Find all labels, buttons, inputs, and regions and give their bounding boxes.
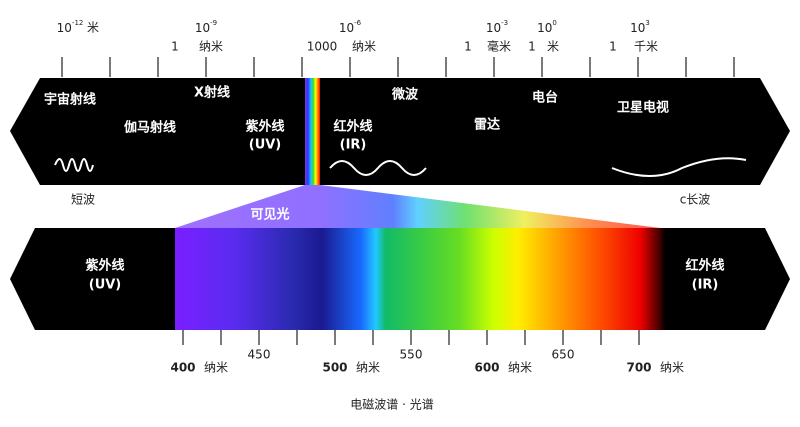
wavelength-unit: 纳米	[660, 361, 684, 375]
band-label: 卫星电视	[617, 100, 669, 116]
long-wave-icon	[611, 157, 747, 177]
light-spectrum	[175, 228, 665, 330]
power-exp: -9	[210, 19, 217, 27]
band-label: (IR)	[340, 138, 367, 153]
wavelength-value: 500	[322, 361, 347, 375]
power-exp: -12	[72, 19, 83, 27]
band-label: 紫外线	[245, 119, 284, 135]
wavelength-unit: 纳米	[356, 361, 380, 375]
ir-wave-icon	[329, 160, 427, 176]
em-band	[10, 78, 790, 185]
unit-label: 纳米	[352, 40, 376, 54]
wavelength-unit: 纳米	[508, 361, 532, 375]
power-label: 10-6	[339, 19, 362, 35]
visible-label: 可见光	[250, 207, 289, 223]
band-label: 红外线	[333, 119, 372, 135]
unit-label: 毫米	[487, 39, 511, 54]
power-exp: 0	[552, 19, 556, 27]
power-label: 100	[537, 19, 557, 35]
bottom-scale: 400 纳米 450 500 纳米 550 600 纳米 650 700 纳米	[170, 330, 684, 375]
band-label: 微波	[391, 87, 419, 103]
short-wave: 短波	[71, 193, 95, 207]
value-label: 1	[171, 40, 179, 54]
power-label: 10-3	[486, 19, 508, 35]
band-label: 电台	[532, 90, 558, 106]
wavelength-unit: 纳米	[204, 361, 228, 375]
wavelength-value: 550	[400, 348, 423, 362]
band-label: (UV)	[249, 138, 282, 153]
short-wave-icon	[54, 158, 94, 172]
wavelength-value: 700	[626, 361, 651, 375]
visible-strip	[305, 78, 320, 185]
long-wave: c长波	[680, 193, 711, 207]
band-label: 宇宙射线	[44, 92, 96, 108]
unit-label: 米	[87, 21, 99, 35]
power-exp: -3	[501, 19, 508, 27]
unit-label: 千米	[634, 40, 658, 54]
wavelength-value: 650	[552, 348, 575, 362]
band-label: 伽马射线	[124, 120, 176, 136]
power-label: 10-9	[195, 19, 217, 35]
power-base: 10	[630, 21, 645, 35]
power-base: 10	[486, 21, 501, 35]
power-exp: 3	[645, 19, 649, 27]
ir-label: (IR)	[692, 278, 719, 293]
unit-label: 米	[547, 40, 559, 54]
power-label: 10-12	[57, 19, 84, 35]
visible-fan	[175, 185, 660, 228]
unit-label: 纳米	[199, 40, 223, 54]
band-label: 雷达	[474, 117, 500, 133]
power-exp: -6	[354, 19, 362, 27]
ir-label: 红外线	[685, 258, 724, 274]
band-label: X射线	[194, 85, 230, 101]
power-base: 10	[339, 21, 354, 35]
uv-label: (UV)	[89, 278, 122, 293]
value-label: 1	[464, 40, 472, 54]
value-label: 1	[528, 40, 536, 54]
power-base: 10	[537, 21, 552, 35]
uv-label: 紫外线	[85, 258, 124, 274]
power-base: 10	[57, 21, 72, 35]
value-label: 1	[609, 40, 617, 54]
power-base: 10	[195, 21, 210, 35]
wavelength-value: 400	[170, 361, 195, 375]
caption: 电磁波谱 · 光谱	[350, 397, 433, 412]
value-label: 1000	[307, 40, 338, 54]
wavelength-value: 450	[248, 348, 271, 362]
wavelength-value: 600	[474, 361, 499, 375]
power-label: 103	[630, 19, 650, 35]
